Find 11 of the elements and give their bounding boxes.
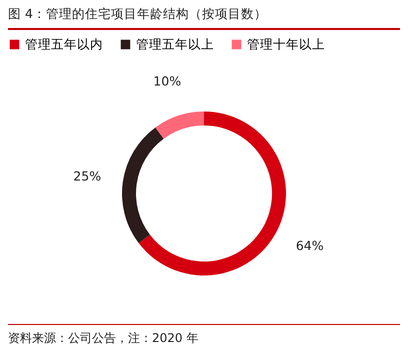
data-label: 25%	[73, 168, 102, 184]
donut-slice	[122, 127, 164, 244]
legend-label: 管理五年以内	[25, 36, 103, 52]
legend-label: 管理五年以上	[136, 36, 214, 52]
chart-title: 图 4：管理的住宅项目年龄结构（按项目数）	[8, 6, 400, 30]
legend-label: 管理十年以上	[247, 36, 325, 52]
donut-slice	[138, 112, 286, 276]
data-label: 64%	[296, 238, 324, 253]
data-label: 10%	[153, 73, 182, 88]
donut-slice	[155, 112, 204, 139]
text: 资料来源：公司公告，注：2020 年	[8, 324, 400, 347]
